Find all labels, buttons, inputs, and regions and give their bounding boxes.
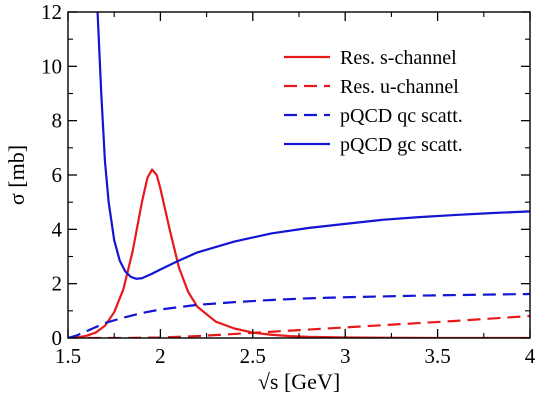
series-line-1 <box>68 168 530 338</box>
y-axis-label: σ [mb] <box>4 145 29 205</box>
x-tick-label: 3 <box>340 344 351 368</box>
legend-label-3: pQCD qc scatt. <box>340 105 463 127</box>
x-tick-label: 2 <box>155 344 166 368</box>
ticks-layer <box>67 11 531 339</box>
x-tick-label: 4 <box>525 344 536 368</box>
labels-layer: 1.5 2 2.5 3 3.5 4 0 2 4 6 8 10 12 <box>41 0 536 368</box>
legend-label-1: Res. s-channel <box>340 47 457 69</box>
x-tick-label: 1.5 <box>55 344 81 368</box>
y-tick-label: 0 <box>52 326 63 350</box>
plot-frame <box>67 11 531 339</box>
x-tick-label: 2.5 <box>240 344 266 368</box>
x-axis-label: √s [GeV] <box>258 369 340 394</box>
legend-label-2: Res. u-channel <box>340 76 459 98</box>
x-tick-label: 3.5 <box>424 344 450 368</box>
y-tick-label: 2 <box>52 272 63 296</box>
series-line-3 <box>68 292 530 338</box>
y-tick-label: 12 <box>41 0 62 24</box>
series-layer <box>68 12 530 338</box>
legend: Res. s-channel Res. u-channel pQCD qc scat… <box>284 47 463 156</box>
y-tick-label: 4 <box>52 217 63 241</box>
legend-label-4: pQCD gc scatt. <box>340 134 463 156</box>
y-tick-label: 8 <box>52 109 63 133</box>
y-tick-label: 6 <box>52 163 63 187</box>
y-tick-label: 10 <box>41 54 62 78</box>
series-line-4 <box>96 12 530 280</box>
